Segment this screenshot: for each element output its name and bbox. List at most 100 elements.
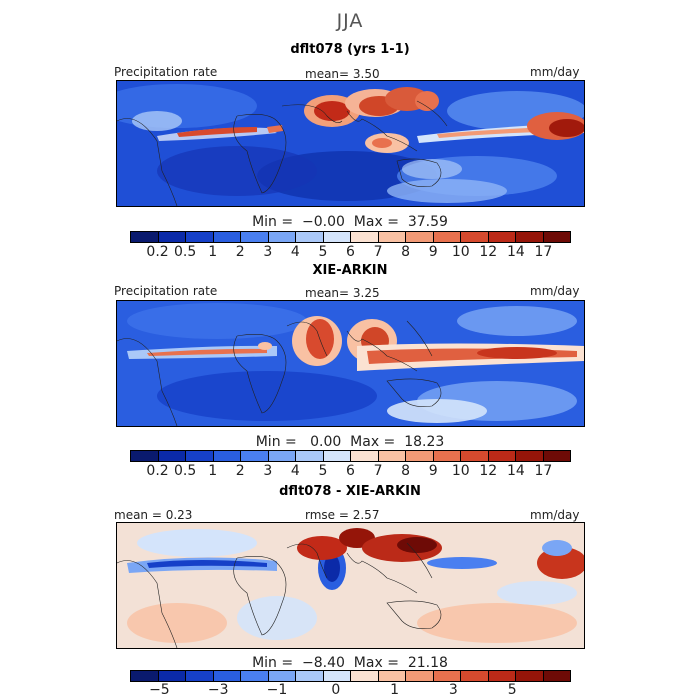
colorbar-tick-label: 9 [428, 244, 438, 260]
panel-1-min-max: Min = −0.00 Max = 37.59 [252, 214, 448, 230]
colorbar-segment [213, 232, 241, 242]
panel-3-rmse-label: rmse = 2.57 [305, 508, 380, 522]
colorbar-tick-label: −5 [149, 682, 170, 698]
colorbar-tick-label: 10 [451, 463, 470, 479]
colorbar-segment [323, 451, 351, 461]
colorbar-segment [268, 232, 296, 242]
colorbar-segment [296, 671, 324, 681]
colorbar-segment [268, 451, 296, 461]
colorbar-segment [351, 451, 379, 461]
panel-2-field-svg [117, 301, 584, 426]
colorbar-tick-label: 6 [346, 463, 355, 479]
colorbar-segment [241, 232, 269, 242]
colorbar-segment [186, 671, 214, 681]
panel-3-field-svg [117, 523, 584, 648]
colorbar-tick-label: 6 [346, 244, 355, 260]
colorbar-segment [158, 671, 186, 681]
panel-3-colorbar [130, 670, 571, 682]
colorbar-tick-label: 14 [506, 244, 525, 260]
colorbar-tick-label: 8 [401, 244, 411, 260]
colorbar-tick-label: 2 [235, 244, 245, 260]
panel-1-title: dflt078 (yrs 1-1) [290, 42, 410, 57]
colorbar-tick-label: 10 [451, 244, 470, 260]
colorbar-segment [488, 232, 516, 242]
colorbar-segment [213, 671, 241, 681]
colorbar-tick-label: 5 [507, 682, 517, 698]
colorbar-tick-label: −3 [207, 682, 229, 698]
colorbar-tick-label: 0.2 [146, 463, 169, 479]
colorbar-tick-label: 0.5 [173, 463, 197, 479]
colorbar-segment [516, 671, 544, 681]
panel-3-title: dflt078 - XIE-ARKIN [279, 484, 421, 499]
colorbar-tick-label: 7 [373, 244, 383, 260]
panel-2-min-max: Min = 0.00 Max = 18.23 [255, 434, 445, 450]
colorbar-tick-label: 14 [506, 463, 525, 479]
panel-3-min-max: Min = −8.40 Max = 21.18 [252, 655, 448, 671]
colorbar-segment [158, 451, 186, 461]
colorbar-segment [488, 671, 516, 681]
colorbar-segment [131, 451, 159, 461]
colorbar-segment [213, 451, 241, 461]
colorbar-segment [378, 671, 406, 681]
colorbar-segment [543, 671, 570, 681]
colorbar-segment [186, 232, 214, 242]
colorbar-segment [268, 671, 296, 681]
colorbar-segment [433, 232, 461, 242]
panel-1-map [116, 80, 585, 207]
colorbar-segment [406, 451, 434, 461]
colorbar-segment [296, 232, 324, 242]
panel-3-units-label: mm/day [530, 508, 580, 522]
colorbar-segment [131, 232, 159, 242]
colorbar-tick-label: 7 [373, 463, 383, 479]
colorbar-tick-label: 0 [331, 682, 341, 698]
colorbar-segment [406, 671, 434, 681]
colorbar-segment [323, 671, 351, 681]
colorbar-segment [433, 451, 461, 461]
colorbar-tick-label: 3 [263, 463, 273, 479]
colorbar-segment [158, 232, 186, 242]
colorbar-segment [516, 451, 544, 461]
colorbar-tick-label: 4 [290, 244, 300, 260]
panel-2-variable-label: Precipitation rate [114, 284, 218, 298]
colorbar-segment [406, 232, 434, 242]
panel-2-colorbar-ticks: 0.2 0.5 1 2 3 4 5 6 7 8 9 10 12 14 17 [130, 463, 571, 479]
colorbar-segment [516, 232, 544, 242]
colorbar-tick-label: 17 [534, 463, 553, 479]
colorbar-tick-label: 12 [479, 244, 498, 260]
colorbar-segment [323, 232, 351, 242]
colorbar-tick-label: 12 [479, 463, 498, 479]
panel-2-title: XIE-ARKIN [312, 263, 388, 278]
season-title: JJA [336, 10, 364, 32]
colorbar-tick-label: 5 [318, 244, 328, 260]
colorbar-tick-label: 3 [263, 244, 273, 260]
colorbar-tick-label: 5 [318, 463, 328, 479]
panel-1-mean-label: mean= 3.50 [305, 67, 380, 81]
colorbar-segment [378, 232, 406, 242]
colorbar-tick-label: 9 [428, 463, 438, 479]
panel-3-colorbar-ticks: −5 −3 −1 0 1 3 5 [130, 682, 571, 698]
panel-1-variable-label: Precipitation rate [114, 65, 218, 79]
colorbar-segment [543, 451, 570, 461]
panel-2-colorbar [130, 450, 571, 462]
colorbar-segment [543, 232, 570, 242]
colorbar-segment [241, 451, 269, 461]
colorbar-segment [131, 671, 159, 681]
panel-1-colorbar [130, 231, 571, 243]
colorbar-tick-label: 1 [208, 463, 218, 479]
colorbar-segment [433, 671, 461, 681]
colorbar-segment [461, 671, 489, 681]
colorbar-tick-label: 3 [448, 682, 458, 698]
colorbar-segment [378, 451, 406, 461]
colorbar-tick-label: 1 [208, 244, 218, 260]
colorbar-tick-label: 0.2 [146, 244, 169, 260]
colorbar-segment [241, 671, 269, 681]
panel-1-field-svg [117, 81, 584, 206]
colorbar-segment [488, 451, 516, 461]
colorbar-segment [461, 451, 489, 461]
panel-2-units-label: mm/day [530, 284, 580, 298]
panel-1-units-label: mm/day [530, 65, 580, 79]
colorbar-segment [351, 232, 379, 242]
colorbar-segment [351, 671, 379, 681]
panel-3-mean-label: mean = 0.23 [114, 508, 193, 522]
colorbar-segment [461, 232, 489, 242]
